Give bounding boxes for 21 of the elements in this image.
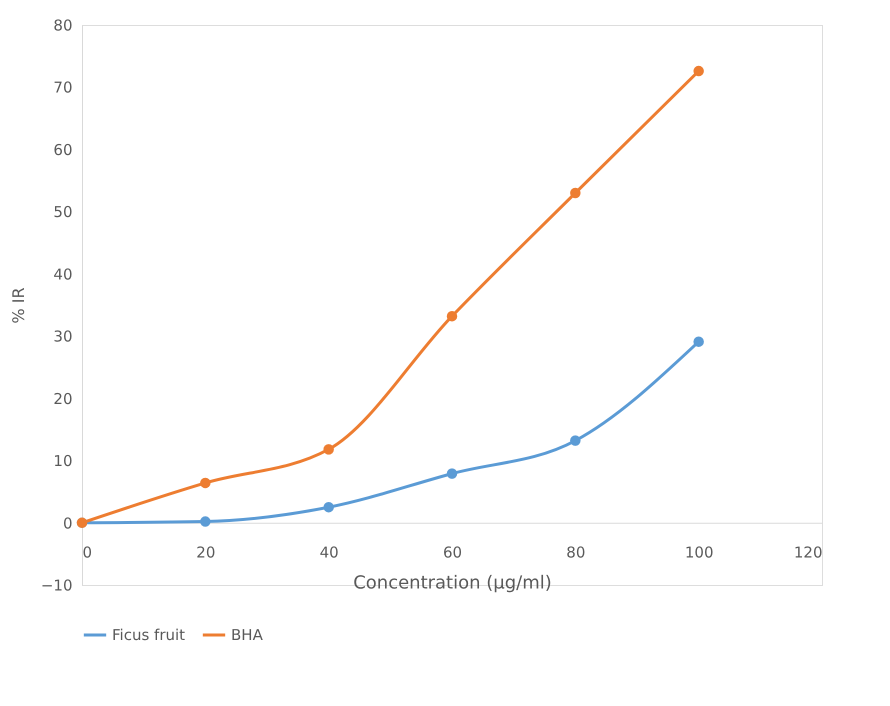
- y-axis-title: % IR: [8, 287, 28, 324]
- y-tick-label: 50: [53, 203, 72, 222]
- legend-label: BHA: [231, 626, 264, 644]
- x-axis-title: Concentration (µg/ml): [353, 572, 552, 594]
- y-tick-label: 30: [53, 328, 72, 346]
- y-tick-label: 40: [53, 265, 72, 284]
- x-tick-label: 120: [794, 543, 822, 562]
- x-tick-label: 20: [196, 543, 216, 562]
- x-tick-label: 60: [442, 543, 462, 562]
- y-tick-label: 20: [53, 390, 72, 408]
- y-tick-label: 70: [53, 78, 72, 97]
- y-tick-label: 80: [53, 16, 72, 34]
- y-tick-label: 10: [53, 452, 72, 470]
- legend-label: Ficus fruit: [112, 626, 186, 644]
- x-tick-label: 100: [684, 543, 714, 562]
- y-tick-label: 0: [62, 514, 72, 532]
- y-tick-label: −10: [40, 576, 72, 594]
- y-tick-label: 60: [53, 140, 72, 159]
- x-tick-label: 80: [566, 543, 586, 562]
- x-tick-label: 0: [82, 543, 92, 562]
- x-tick-label: 40: [320, 543, 339, 562]
